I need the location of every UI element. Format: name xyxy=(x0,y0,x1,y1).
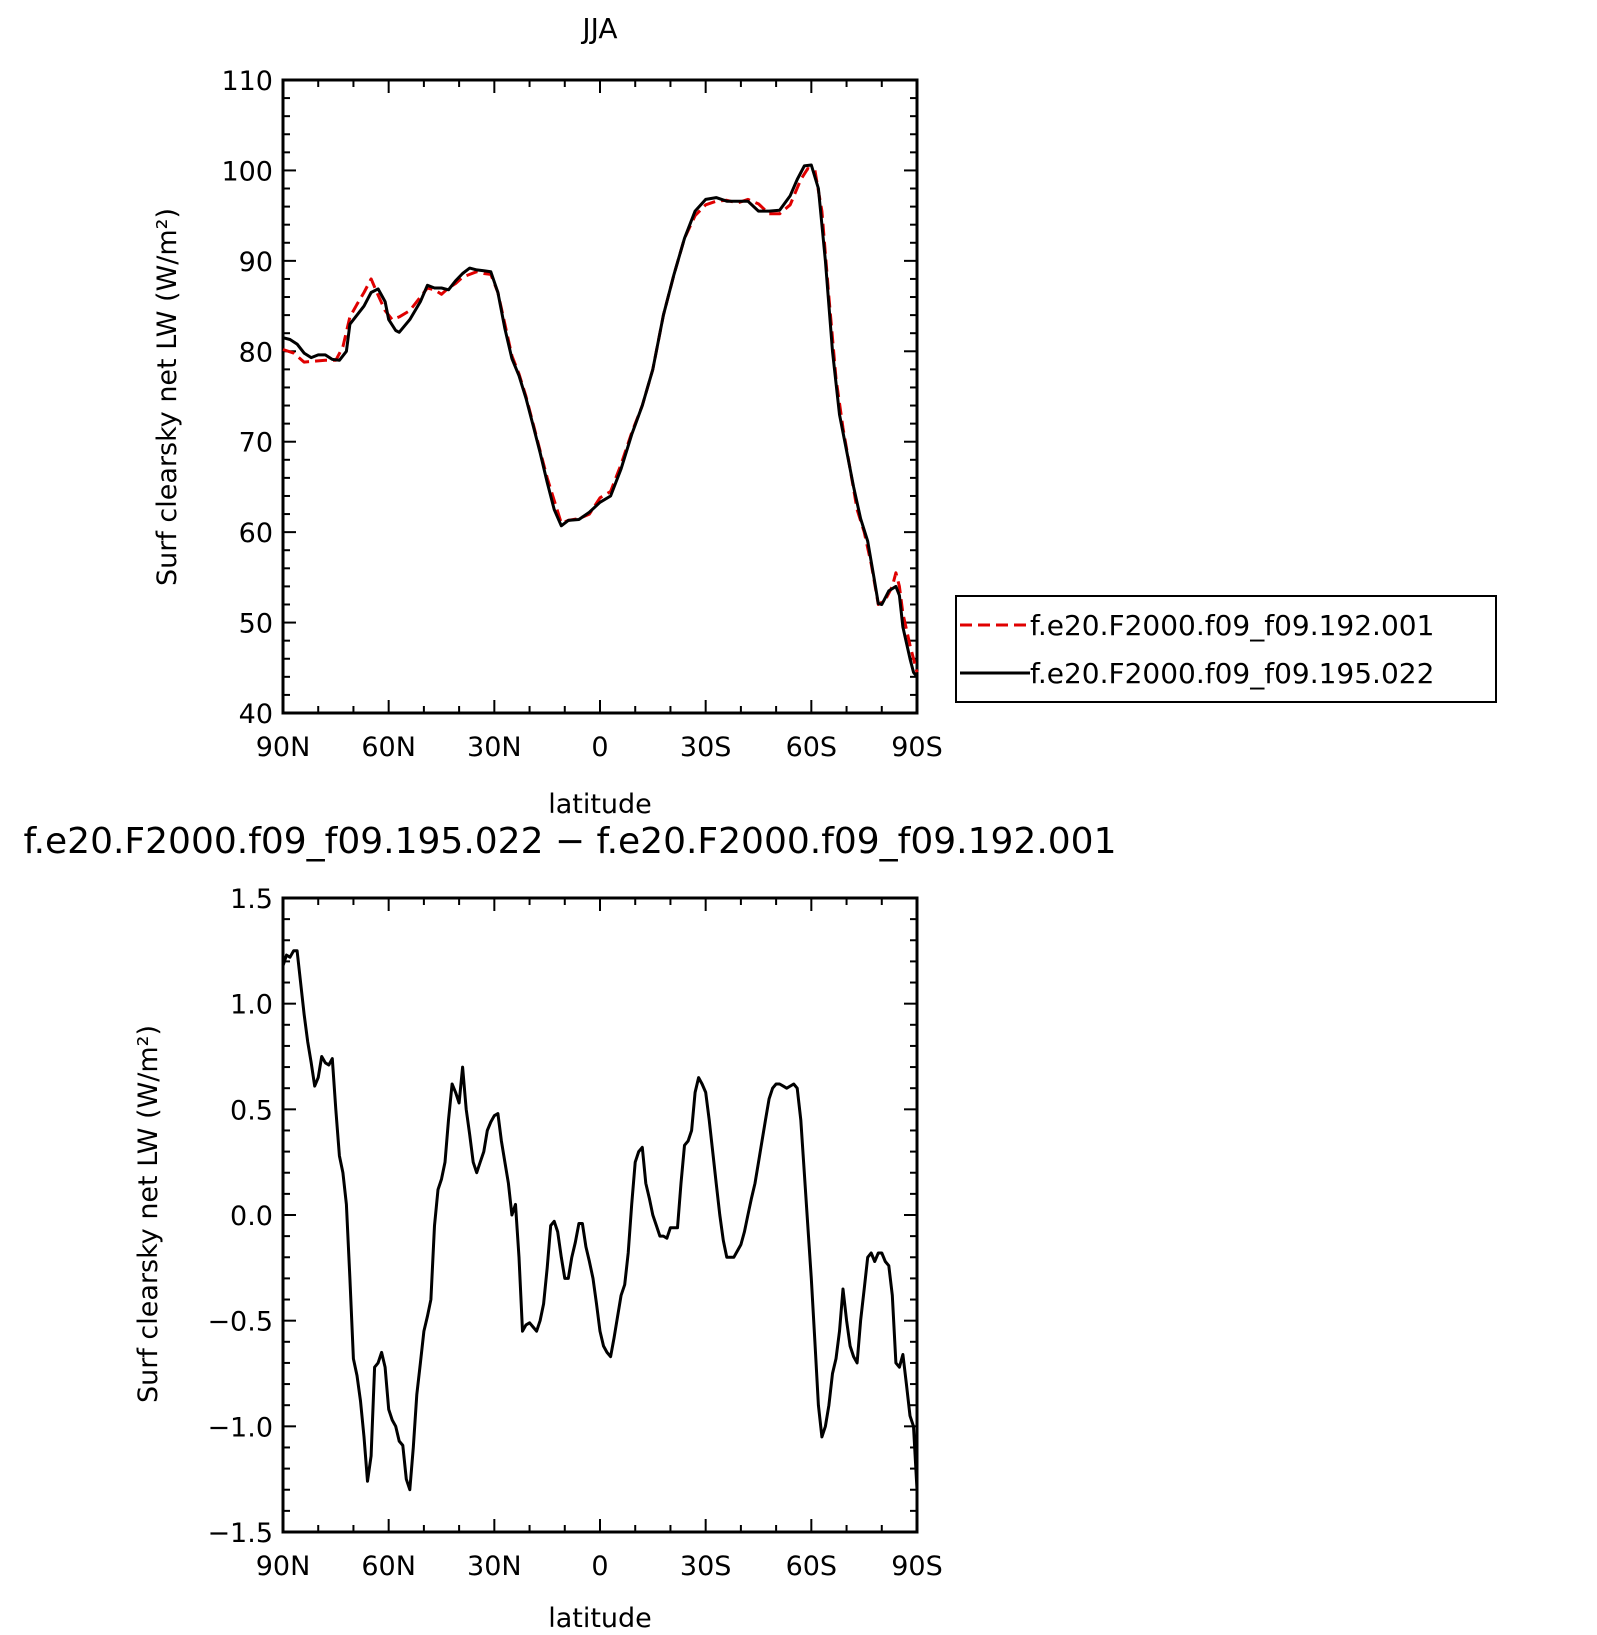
x-tick-label: 0 xyxy=(591,732,608,763)
series-group xyxy=(281,949,919,1492)
y-tick-label: 110 xyxy=(221,66,273,97)
tick-marks xyxy=(282,79,918,714)
y-tick-labels: 40 50 60 70 80 90 100 110 xyxy=(221,66,273,730)
x-tick-label: 90S xyxy=(891,1551,943,1582)
y-axis-label: Surf clearsky net LW (W/m²) xyxy=(152,208,183,586)
x-tick-labels: 90N 60N 30N 0 30S 60S 90S xyxy=(256,1551,943,1582)
y-tick-label: 50 xyxy=(239,609,273,640)
y-tick-label: −0.5 xyxy=(207,1307,273,1338)
x-tick-label: 30S xyxy=(680,1551,732,1582)
series-line-0-0 xyxy=(282,167,919,673)
series-group xyxy=(282,163,919,678)
y-tick-label: 40 xyxy=(239,699,273,730)
x-tick-label: 30S xyxy=(680,732,732,763)
y-tick-label: 0.0 xyxy=(230,1201,273,1232)
x-tick-label: 60N xyxy=(361,732,416,763)
x-tick-labels: 90N 60N 30N 0 30S 60S 90S xyxy=(256,732,943,763)
y-tick-label: 80 xyxy=(239,337,273,368)
panel-bottom: f.e20.F2000.f09_f09.195.022 − f.e20.F200… xyxy=(24,821,1117,1634)
x-tick-label: 30N xyxy=(467,732,522,763)
y-tick-label: 1.5 xyxy=(230,884,273,915)
plot-frame xyxy=(281,78,919,715)
series-line-1-0 xyxy=(281,949,919,1492)
y-tick-label: 60 xyxy=(239,518,273,549)
y-axis-label: Surf clearsky net LW (W/m²) xyxy=(133,1025,164,1403)
y-tick-label: 70 xyxy=(239,428,273,459)
x-tick-label: 90N xyxy=(256,1551,311,1582)
x-tick-label: 30N xyxy=(467,1551,522,1582)
legend-box xyxy=(955,595,1497,703)
x-tick-label: 90N xyxy=(256,732,311,763)
y-tick-labels: −1.5 −1.0 −0.5 0.0 0.5 1.0 1.5 xyxy=(207,884,273,1549)
x-tick-label: 60S xyxy=(786,732,838,763)
x-axis-label: latitude xyxy=(548,1603,652,1634)
legend: f.e20.F2000.f09_f09.192.001 f.e20.F2000.… xyxy=(955,595,1497,703)
legend-label-192-001: f.e20.F2000.f09_f09.192.001 xyxy=(1030,609,1434,642)
y-tick-label: 100 xyxy=(221,156,273,187)
y-tick-label: 0.5 xyxy=(230,1095,273,1126)
y-tick-label: 90 xyxy=(239,247,273,278)
series-line-0-1 xyxy=(282,163,919,678)
chart-title: JJA xyxy=(580,12,617,45)
legend-label-195-022: f.e20.F2000.f09_f09.195.022 xyxy=(1030,657,1434,690)
difference-title: f.e20.F2000.f09_f09.195.022 − f.e20.F200… xyxy=(24,821,1117,862)
y-tick-label: −1.0 xyxy=(207,1412,273,1443)
tick-marks xyxy=(282,897,918,1533)
x-axis-label: latitude xyxy=(548,789,652,820)
y-tick-label: −1.5 xyxy=(207,1518,273,1549)
x-tick-label: 60N xyxy=(361,1551,416,1582)
y-tick-label: 1.0 xyxy=(230,990,273,1021)
x-tick-label: 90S xyxy=(891,732,943,763)
x-tick-label: 60S xyxy=(786,1551,838,1582)
x-tick-label: 0 xyxy=(591,1551,608,1582)
